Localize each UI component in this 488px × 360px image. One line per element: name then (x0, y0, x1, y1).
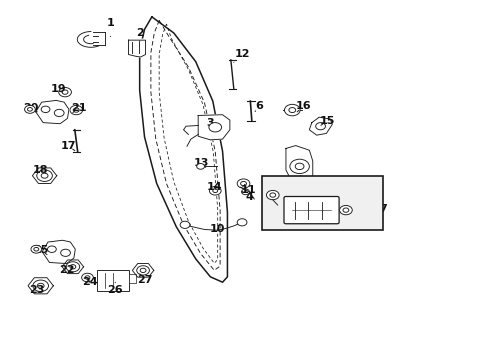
Circle shape (209, 186, 221, 195)
Circle shape (70, 105, 82, 115)
Text: 22: 22 (59, 265, 74, 275)
Circle shape (59, 87, 71, 97)
Bar (97, 270, 129, 291)
Circle shape (289, 159, 309, 174)
Text: 23: 23 (29, 285, 45, 296)
Text: 6: 6 (255, 102, 263, 112)
Circle shape (237, 219, 246, 226)
Polygon shape (285, 145, 312, 185)
FancyBboxPatch shape (284, 197, 338, 224)
Circle shape (37, 170, 52, 181)
Text: 18: 18 (33, 165, 48, 175)
Text: 10: 10 (209, 224, 225, 234)
Text: 14: 14 (206, 182, 222, 192)
Circle shape (180, 221, 189, 228)
Text: 4: 4 (242, 192, 253, 202)
Text: 12: 12 (233, 49, 249, 62)
Circle shape (31, 245, 41, 253)
Circle shape (137, 266, 149, 275)
Bar (261, 176, 383, 230)
Circle shape (266, 190, 279, 200)
Circle shape (208, 123, 221, 132)
Text: 26: 26 (107, 282, 123, 296)
Text: 3: 3 (206, 118, 214, 131)
Text: 8: 8 (339, 195, 350, 207)
Circle shape (24, 105, 35, 113)
Text: 2: 2 (136, 28, 143, 42)
Polygon shape (128, 39, 145, 57)
Circle shape (237, 179, 249, 188)
Polygon shape (42, 240, 75, 264)
Polygon shape (198, 115, 229, 140)
Text: 5: 5 (300, 176, 311, 188)
Circle shape (196, 163, 204, 169)
Text: 7: 7 (379, 204, 386, 215)
Polygon shape (36, 100, 69, 124)
Text: 27: 27 (137, 274, 152, 285)
Text: 24: 24 (81, 277, 97, 287)
Text: 16: 16 (295, 102, 310, 112)
Polygon shape (309, 117, 331, 135)
Text: 1: 1 (106, 18, 114, 37)
Bar (129, 274, 136, 283)
Circle shape (284, 104, 300, 116)
Text: 11: 11 (240, 184, 256, 195)
Text: 25: 25 (33, 245, 48, 255)
Circle shape (66, 262, 80, 272)
Text: 15: 15 (319, 116, 334, 126)
Text: 17: 17 (60, 141, 76, 151)
Circle shape (81, 273, 93, 282)
Text: 9: 9 (288, 198, 299, 209)
Text: 19: 19 (50, 84, 66, 94)
Text: 20: 20 (23, 103, 39, 113)
Circle shape (339, 206, 351, 215)
Text: 21: 21 (71, 103, 86, 113)
Circle shape (33, 280, 48, 292)
Text: 13: 13 (194, 158, 209, 168)
